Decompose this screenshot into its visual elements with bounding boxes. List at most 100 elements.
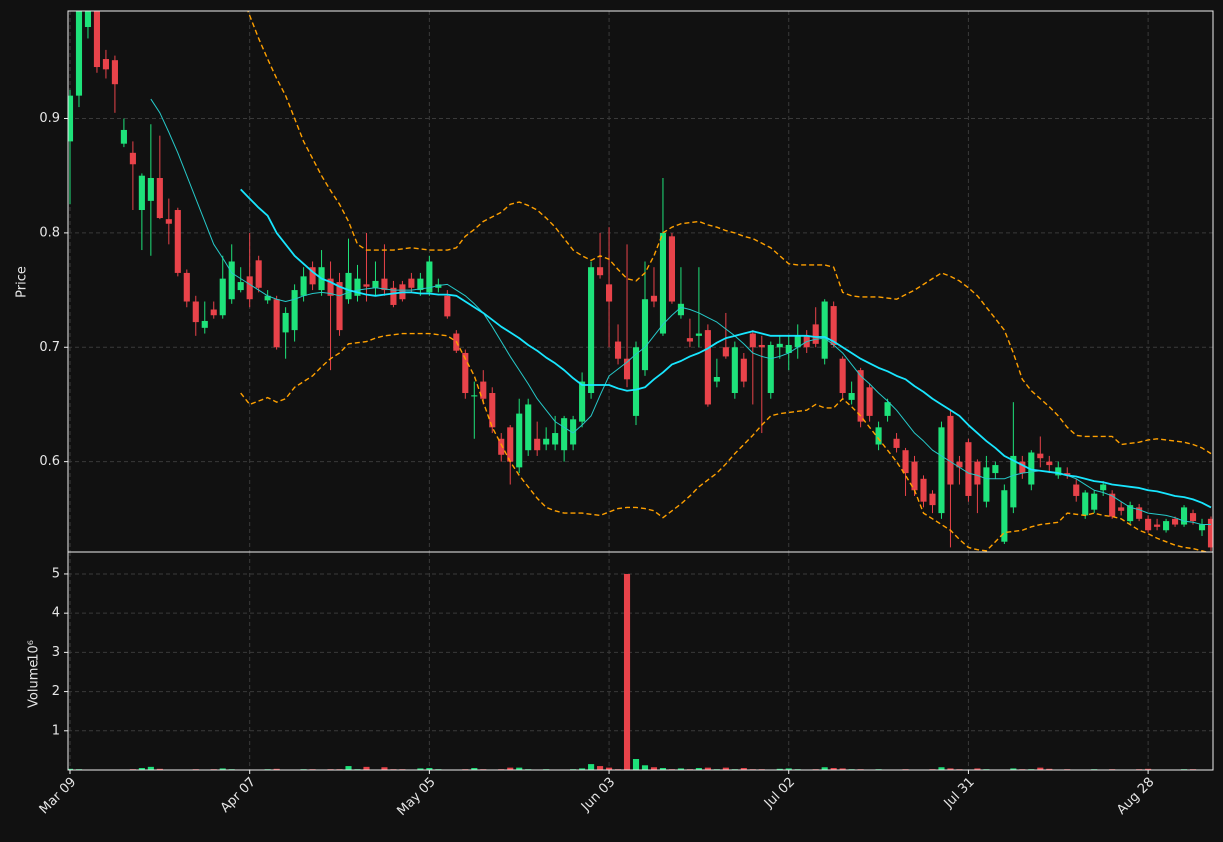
candle-body (1019, 461, 1026, 474)
candle-body (965, 442, 972, 496)
candle-body (1100, 484, 1107, 491)
volume-grid (68, 552, 1213, 770)
candle-body (102, 59, 109, 70)
candle-body (884, 402, 891, 416)
candle-body (812, 324, 819, 344)
volume-bar (632, 759, 640, 770)
candle-body (1028, 452, 1035, 485)
volume-bar (219, 768, 226, 770)
candle-body (543, 438, 550, 445)
candle-body (282, 312, 289, 333)
candle-body (659, 232, 667, 334)
candle-body (273, 299, 280, 348)
candle-body (641, 299, 649, 371)
candle-body (848, 393, 855, 400)
candle-body (956, 461, 963, 468)
y-tick-label: 2 (52, 684, 60, 699)
candle-body (201, 320, 208, 328)
candle-body (606, 284, 613, 302)
volume-bar (722, 767, 729, 770)
candle-body (1037, 453, 1044, 459)
volume-bar (776, 768, 783, 770)
volume-bar (588, 764, 595, 770)
candle-body (246, 276, 253, 300)
y-tick-label: 0.9 (39, 111, 60, 126)
volume-bar (516, 767, 523, 770)
candle-body (1198, 524, 1206, 531)
candle-body (1046, 461, 1053, 466)
candle-body (1127, 505, 1134, 522)
candle-body (75, 11, 83, 96)
y-tick-label: 3 (52, 645, 60, 660)
candle-body (1154, 524, 1161, 527)
candle-body (390, 287, 397, 305)
candle-body (866, 387, 873, 416)
candle-body (686, 338, 693, 342)
candle-body (174, 210, 181, 273)
candle-body (929, 493, 936, 506)
candle-body (893, 438, 900, 448)
volume-bar (740, 768, 747, 770)
candle-body (1073, 484, 1080, 496)
y-tick-label: 0.7 (39, 340, 60, 355)
candle-body (623, 358, 631, 380)
candle-body (830, 306, 837, 345)
volume-bar (839, 768, 846, 770)
volume-bar (695, 768, 702, 770)
candle-body (821, 301, 828, 359)
overlay-line (240, 188, 1212, 509)
candle-body (489, 393, 496, 428)
candle-body (1091, 493, 1098, 510)
candle-body (129, 152, 136, 165)
candle-body (345, 272, 352, 300)
volume-bar (597, 766, 604, 770)
candle-body (120, 129, 127, 144)
candle-body (695, 333, 702, 336)
volume-bar (623, 573, 631, 770)
candle-body (435, 284, 442, 288)
candle-body (1145, 518, 1152, 531)
candle-body (1064, 473, 1071, 476)
volume-scale-label: 10⁶ (27, 640, 42, 662)
volume-bar (947, 768, 954, 770)
candle-body (381, 278, 388, 291)
volume-bar (426, 768, 433, 770)
candle-body (68, 95, 74, 142)
candle-body (1180, 507, 1188, 525)
candle-body (1010, 455, 1017, 508)
volume-bar (138, 768, 145, 770)
candle-body (516, 413, 523, 468)
candle-body (408, 278, 415, 288)
candle-body (183, 272, 190, 302)
candle-body (758, 344, 765, 348)
candle-body (534, 438, 541, 451)
candle-body (255, 260, 262, 288)
candle-body (731, 347, 738, 394)
volume-bar (641, 765, 649, 770)
candle-body (938, 427, 945, 514)
candle-body (857, 370, 864, 422)
candle-body (1172, 518, 1179, 525)
candle-body (588, 267, 595, 394)
candle-body (767, 344, 774, 394)
candle-body (794, 335, 801, 348)
candle-body (471, 395, 478, 397)
candle-body (579, 381, 586, 422)
candle-body (219, 278, 226, 316)
candle-body (776, 343, 783, 348)
volume-bar (821, 767, 828, 770)
volume-frame (67, 551, 1214, 771)
volume-bar (704, 767, 711, 770)
candle-body (1001, 490, 1008, 542)
volume-bar (156, 768, 163, 770)
volume-bar (1046, 768, 1053, 770)
price-marks (68, 11, 1213, 552)
candle-body (749, 333, 756, 348)
volume-bar (345, 766, 352, 770)
candle-body (264, 295, 271, 301)
candle-body (561, 418, 568, 451)
candle-body (722, 347, 729, 357)
candle-body (1109, 493, 1116, 517)
y-tick-label: 0.8 (39, 225, 60, 240)
